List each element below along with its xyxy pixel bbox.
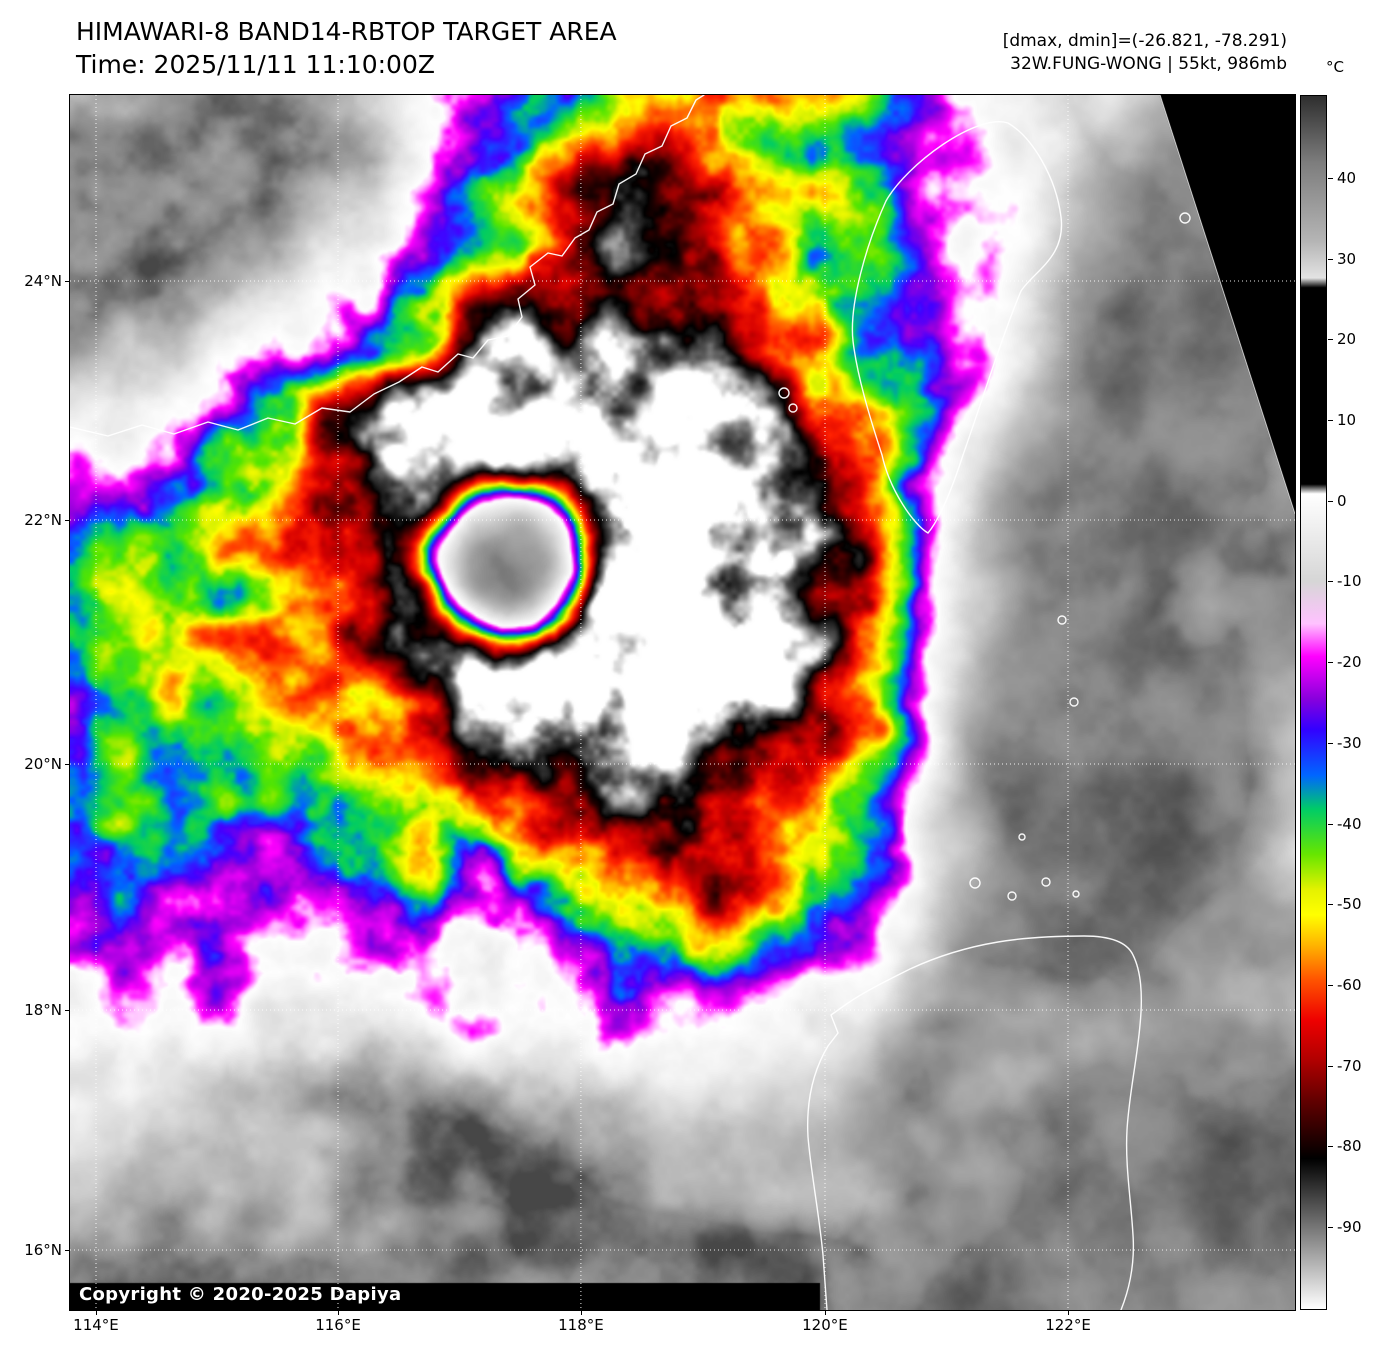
colorbar-tick-label: -50 <box>1337 895 1362 914</box>
colorbar-tick-mark <box>1328 420 1333 422</box>
colorbar-tick-label: 20 <box>1337 330 1357 349</box>
colorbar-tick-mark <box>1328 1146 1333 1148</box>
lat-tick-mark <box>65 520 70 521</box>
lon-tick-mark <box>95 1310 97 1315</box>
lon-tick-label: 118°E <box>558 1316 604 1334</box>
satellite-imagery-canvas <box>70 95 1295 1310</box>
colorbar-tick-label: -10 <box>1337 572 1362 591</box>
lon-tick-label: 122°E <box>1045 1316 1091 1334</box>
lon-tick-mark <box>338 1310 340 1315</box>
figure-title: HIMAWARI-8 BAND14-RBTOP TARGET AREA <box>76 17 617 46</box>
coastline-taiwan <box>851 121 1063 534</box>
colorbar-tick-mark <box>1328 581 1333 583</box>
lat-tick-mark <box>65 1249 70 1251</box>
lon-tick-label: 120°E <box>802 1316 848 1334</box>
lon-tick-mark <box>824 1310 826 1315</box>
lat-tick-label: 18°N <box>24 1001 62 1020</box>
colorbar-unit-label: °C <box>1326 58 1344 76</box>
colorbar-tick-label: 30 <box>1337 249 1357 268</box>
lat-tick-label: 22°N <box>24 511 62 529</box>
lat-tick-label: 24°N <box>24 272 62 291</box>
colorbar-tick-mark <box>1328 178 1333 180</box>
colorbar-tick-mark <box>1328 339 1333 341</box>
colorbar-tick-mark <box>1328 258 1333 260</box>
lon-tick-label: 114°E <box>73 1316 119 1334</box>
colorbar-tick-label: -40 <box>1337 814 1362 833</box>
map-overlay <box>70 95 1295 1310</box>
colorbar-tick-label: -80 <box>1337 1137 1362 1156</box>
colorbar-tick-label: -70 <box>1337 1056 1362 1075</box>
colorbar-tick-mark <box>1328 500 1333 502</box>
lon-tick-mark <box>580 1310 582 1315</box>
colorbar-tick-mark <box>1328 1226 1333 1228</box>
lat-tick-mark <box>65 281 70 283</box>
colorbar-tick-label: -20 <box>1337 653 1362 672</box>
lat-tick-label: 20°N <box>24 754 62 773</box>
colorbar-tick-mark <box>1328 662 1333 664</box>
colorbar-tick-label: -60 <box>1337 975 1362 994</box>
latlon-gridlines <box>70 95 1295 1310</box>
colorbar-tick-mark <box>1328 823 1333 825</box>
colorbar <box>1300 95 1327 1310</box>
colorbar-tick-label: 0 <box>1337 491 1347 510</box>
coastlines <box>70 95 1191 1310</box>
small-islands <box>778 212 1191 901</box>
figure-timestamp: Time: 2025/11/11 11:10:00Z <box>76 50 435 79</box>
colorbar-tick-mark <box>1328 904 1333 906</box>
storm-readout: 32W.FUNG-WONG | 55kt, 986mb <box>1010 54 1287 74</box>
copyright-text: Copyright © 2020-2025 Dapiya <box>79 1284 402 1305</box>
lat-tick-mark <box>65 763 70 765</box>
colorbar-tick-label: 40 <box>1337 169 1357 188</box>
coastline-luzon <box>806 935 1142 1310</box>
lon-tick-mark <box>1068 1310 1069 1315</box>
colorbar-tick-label: 10 <box>1337 411 1357 430</box>
lon-tick-label: 116°E <box>315 1316 361 1334</box>
satellite-map: Copyright © 2020-2025 Dapiya <box>69 94 1296 1311</box>
colorbar-tick-mark <box>1328 742 1333 744</box>
figure-info-block: [dmax, dmin]=(-26.821, -78.291) 32W.FUNG… <box>1003 30 1287 76</box>
colorbar-tick-label: -30 <box>1337 733 1362 752</box>
colorbar-tick-mark <box>1328 984 1333 986</box>
coastline-china <box>70 95 705 437</box>
lat-tick-mark <box>65 1010 70 1012</box>
scan-edge-line <box>1159 95 1295 515</box>
colorbar-tick-label: -90 <box>1337 1217 1362 1236</box>
dmax-dmin-readout: [dmax, dmin]=(-26.821, -78.291) <box>1002 31 1287 51</box>
colorbar-tick-mark <box>1328 1065 1333 1067</box>
lat-tick-label: 16°N <box>24 1240 62 1259</box>
